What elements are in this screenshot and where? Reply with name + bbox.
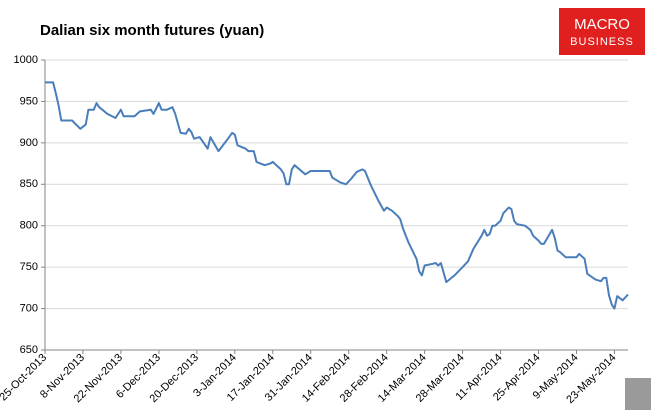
y-tick-label: 900 bbox=[20, 137, 38, 149]
logo: MACRO BUSINESS bbox=[559, 8, 645, 55]
y-tick-label: 700 bbox=[20, 302, 38, 314]
y-tick-label: 850 bbox=[20, 178, 38, 190]
chart-title: Dalian six month futures (yuan) bbox=[40, 22, 264, 39]
logo-text: MACRO bbox=[574, 16, 630, 33]
line bbox=[45, 81, 629, 310]
y-tick-label: 650 bbox=[20, 344, 38, 356]
y-tick-label: 1000 bbox=[14, 54, 38, 66]
y-tick-label: 950 bbox=[20, 95, 38, 107]
logo-box bbox=[559, 8, 645, 55]
logo-text: BUSINESS bbox=[570, 36, 634, 48]
wolf-icon bbox=[625, 378, 651, 410]
y-tick-label: 800 bbox=[20, 220, 38, 232]
y-tick-label: 750 bbox=[20, 261, 38, 273]
